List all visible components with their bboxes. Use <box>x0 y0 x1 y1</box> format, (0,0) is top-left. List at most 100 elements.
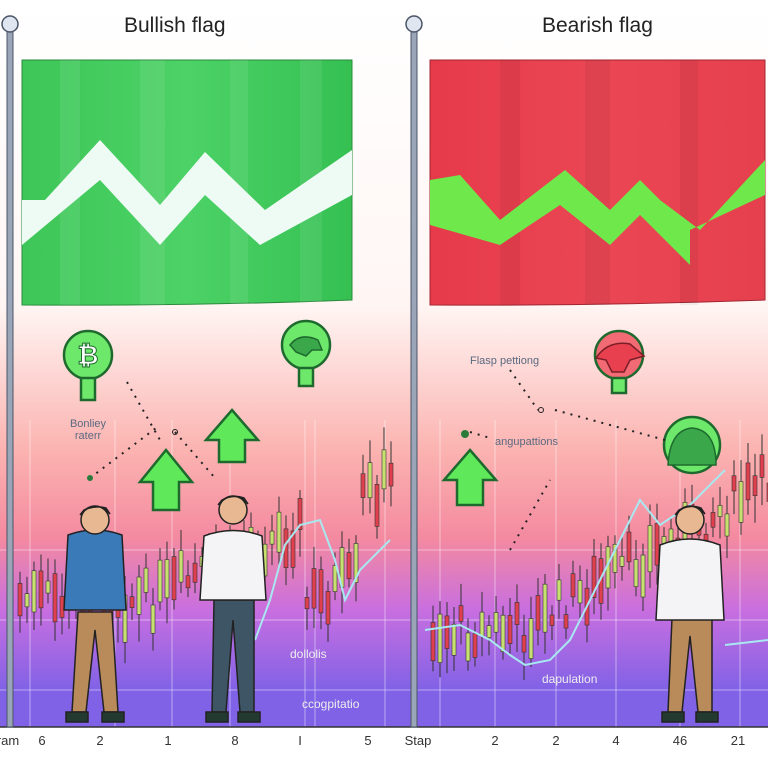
candle-body <box>290 530 296 568</box>
x-axis-label: I <box>298 733 302 748</box>
candle-body <box>38 570 44 609</box>
candle-body <box>325 591 331 625</box>
x-axis-label: 1 <box>164 733 172 748</box>
zigzag-white <box>22 140 352 245</box>
candle-body <box>626 531 632 563</box>
candle-body <box>269 530 275 545</box>
candle-body <box>472 633 478 658</box>
candle-body <box>164 559 170 599</box>
x-axis-label: ram <box>0 733 20 748</box>
x-axis-label: 21 <box>730 733 746 748</box>
candle-body <box>556 579 562 601</box>
candle-body <box>654 523 660 566</box>
dotted-guides <box>89 369 666 551</box>
candle-body <box>549 614 555 626</box>
candle-body <box>577 580 583 604</box>
candle-body <box>493 612 499 633</box>
candle-body <box>52 573 58 623</box>
bull-icon <box>280 319 332 388</box>
person-right <box>655 505 725 723</box>
right-flagpole <box>405 15 423 728</box>
candle-body <box>528 618 534 659</box>
left-note: Bonliey raterr <box>69 418 107 442</box>
candle-body <box>388 462 394 487</box>
candle-body <box>724 513 730 537</box>
candle-body <box>318 569 324 614</box>
right-mid-note: angupattions <box>495 436 558 448</box>
x-axis-label: 8 <box>231 733 239 748</box>
person-left <box>63 505 127 723</box>
candle-body <box>535 595 541 631</box>
candle-body <box>129 596 135 608</box>
candle-body <box>311 568 317 609</box>
candle-body <box>717 505 723 517</box>
candle-body <box>521 635 527 653</box>
left-bottom-note: ccogpitatio <box>302 697 360 711</box>
candle-body <box>542 583 548 633</box>
candle-body <box>444 615 450 649</box>
candle-body <box>640 554 646 598</box>
candle-body <box>563 614 569 629</box>
dot-marker <box>87 475 93 481</box>
candle-body <box>507 615 513 644</box>
candle-body <box>745 462 751 501</box>
candle-body <box>465 632 471 662</box>
candle-body <box>759 454 765 478</box>
dot-marker <box>461 430 469 438</box>
candle-body <box>710 512 716 528</box>
candle-body <box>304 597 310 610</box>
dot-marker <box>172 429 178 435</box>
candle-body <box>437 613 443 663</box>
candle-body <box>500 614 506 652</box>
candle-body <box>353 543 359 583</box>
candle-body <box>752 475 758 497</box>
right-low-note: dapulation <box>542 672 598 686</box>
candle-body <box>612 543 618 573</box>
candle-body <box>136 576 142 615</box>
candle-body <box>150 604 156 634</box>
candle-body <box>367 462 373 499</box>
candle-body <box>24 593 30 608</box>
bitcoin-icon: ₿ <box>62 329 114 402</box>
candle-body <box>731 475 737 492</box>
left-flagpole <box>1 15 19 728</box>
candle-body <box>192 562 198 583</box>
candle-body <box>374 483 380 527</box>
candle-body <box>31 570 37 613</box>
up-arrow-icon <box>137 408 499 512</box>
hippo-icon <box>662 415 722 475</box>
candle-body <box>738 481 744 523</box>
candle-body <box>619 556 625 567</box>
left-low-note: dollolis <box>290 647 327 661</box>
bullish-flag-title: Bullish flag <box>124 14 226 37</box>
x-axis-label: 2 <box>96 733 104 748</box>
x-axis-label: 2 <box>491 733 499 748</box>
x-axis-label: 46 <box>672 733 688 748</box>
candle-body <box>647 525 653 573</box>
right-note: Flasp pettiong <box>470 355 540 367</box>
x-axis-label: 2 <box>552 733 560 748</box>
candle-body <box>178 550 184 583</box>
candle-body <box>570 573 576 598</box>
x-axis-label: 5 <box>364 733 372 748</box>
x-axis-label: 6 <box>38 733 46 748</box>
candle-body <box>297 498 303 530</box>
candle-body <box>346 552 352 580</box>
candle-body <box>157 559 163 603</box>
svg-text:₿: ₿ <box>77 340 98 370</box>
candle-body <box>430 622 436 662</box>
bearish-flag <box>429 59 766 306</box>
candle-body <box>381 449 387 490</box>
candle-body <box>451 623 457 656</box>
person-middle <box>199 495 267 723</box>
candle-body <box>276 511 282 553</box>
candle-body <box>514 602 520 625</box>
candle-body <box>185 575 191 589</box>
x-axis-label: 4 <box>612 733 620 748</box>
candle-body <box>171 556 177 601</box>
x-axis-label: Stap <box>404 733 432 748</box>
candle-body <box>486 625 492 638</box>
candle-body <box>45 580 51 594</box>
